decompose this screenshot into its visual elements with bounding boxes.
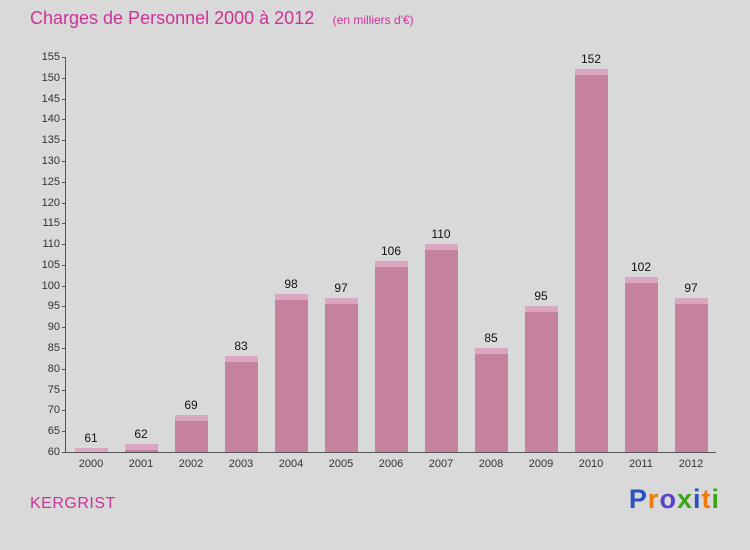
y-axis-tick-mark xyxy=(62,77,66,79)
y-axis-tick-label: 95 xyxy=(47,300,60,313)
bar-value-label: 83 xyxy=(234,339,248,354)
y-axis-tick-mark xyxy=(62,181,66,183)
x-axis-tick-label: 2009 xyxy=(528,458,554,470)
y-axis-tick-label: 80 xyxy=(47,362,60,375)
location-label: KERGRIST xyxy=(30,495,116,512)
bar-2000 xyxy=(74,447,108,452)
y-axis-tick-label: 60 xyxy=(47,446,60,458)
logo-letter: P xyxy=(628,484,648,514)
y-axis-tick-mark xyxy=(62,160,66,162)
x-axis-tick-label: 2012 xyxy=(678,458,704,470)
y-axis-tick-label: 100 xyxy=(41,279,60,292)
bar-2004 xyxy=(274,294,308,452)
x-axis-tick-label: 2010 xyxy=(578,458,604,470)
y-axis-tick-mark xyxy=(62,327,66,329)
bar-2003 xyxy=(224,356,258,452)
logo-letter: t xyxy=(701,484,712,514)
bar-chart-plot: 60 65 70 75 80 85 90 95 100 105 110 115 120 125 130 135… xyxy=(42,51,716,470)
y-axis-tick-label: 70 xyxy=(47,404,60,417)
y-axis-tick-mark xyxy=(62,348,66,350)
y-axis-tick-mark xyxy=(62,389,66,391)
bar-2008 xyxy=(474,348,508,452)
y-axis-tick-mark xyxy=(62,244,66,246)
y-axis-tick-label: 155 xyxy=(41,51,60,63)
bar-2009 xyxy=(524,306,558,452)
x-axis-tick-label: 2002 xyxy=(178,458,204,470)
logo-letter: r xyxy=(647,484,660,514)
chart-footer: KERGRIST Proxiti xyxy=(30,484,720,515)
y-axis-tick-mark xyxy=(62,306,66,308)
chart-subtitle: (en milliers d'€) xyxy=(332,13,414,27)
chart-header: Charges de Personnel 2000 à 2012 (en mil… xyxy=(30,8,414,29)
y-axis-tick-label: 115 xyxy=(42,217,60,230)
bar-2010 xyxy=(574,69,608,452)
x-axis-tick-label: 2004 xyxy=(278,458,304,470)
bar-value-label: 61 xyxy=(84,430,98,445)
bar-2001 xyxy=(124,443,158,452)
x-axis-tick-label: 2001 xyxy=(128,458,154,470)
y-axis-tick-mark xyxy=(62,431,66,433)
bar-2011 xyxy=(624,277,658,452)
bar-2002 xyxy=(174,414,208,452)
bar-value-label: 98 xyxy=(284,277,298,291)
bar-value-label: 106 xyxy=(380,243,402,258)
logo-letter: x xyxy=(676,484,693,514)
logo-letter: i xyxy=(692,484,702,514)
logo-letter: o xyxy=(659,484,677,514)
bar-value-label: 62 xyxy=(134,426,148,441)
y-axis-tick-mark xyxy=(62,140,66,142)
x-axis-tick-label: 2000 xyxy=(78,458,104,470)
bar-2006 xyxy=(374,260,408,452)
y-axis-tick-mark xyxy=(62,57,66,58)
chart-title: Charges de Personnel 2000 à 2012 xyxy=(30,8,315,28)
x-axis-tick-label: 2005 xyxy=(328,458,354,470)
y-axis-tick-mark xyxy=(62,223,66,225)
x-axis-tick-label: 2006 xyxy=(378,458,404,470)
bar-value-label: 152 xyxy=(580,52,602,67)
y-axis-tick-label: 125 xyxy=(41,175,60,188)
y-axis-tick-label: 135 xyxy=(41,134,60,147)
logo-letter: i xyxy=(711,484,720,514)
bar-value-label: 95 xyxy=(534,289,548,304)
bar-2005 xyxy=(324,298,358,452)
y-axis-tick-mark xyxy=(62,368,66,370)
bar-2012 xyxy=(674,298,708,452)
y-axis-tick-label: 140 xyxy=(41,113,60,126)
y-axis-tick-label: 120 xyxy=(41,196,60,209)
y-axis-tick-label: 90 xyxy=(47,321,60,334)
y-axis-tick-mark xyxy=(62,285,66,287)
bar-value-label: 97 xyxy=(684,281,698,296)
y-axis-tick-mark xyxy=(62,452,66,453)
y-axis-tick-label: 105 xyxy=(41,258,60,271)
bar-value-label: 69 xyxy=(184,397,198,412)
y-axis-tick-label: 150 xyxy=(41,71,60,84)
x-axis-tick-label: 2007 xyxy=(428,458,454,470)
bar-value-label: 85 xyxy=(484,331,498,346)
y-axis-tick-mark xyxy=(62,98,66,100)
bar-value-label: 110 xyxy=(431,227,451,242)
y-axis-tick-label: 110 xyxy=(42,238,60,251)
y-axis-tick-label: 65 xyxy=(47,425,60,438)
y-axis-tick-mark xyxy=(62,119,66,121)
y-axis-tick-label: 130 xyxy=(41,154,60,167)
x-axis-tick-label: 2003 xyxy=(228,458,254,470)
proxiti-logo: Proxiti xyxy=(629,484,720,515)
y-axis-tick-mark xyxy=(62,410,66,412)
bar-2007 xyxy=(424,244,458,452)
y-axis-tick-label: 85 xyxy=(47,342,60,355)
y-axis-tick-label: 75 xyxy=(47,383,60,396)
x-axis-tick-label: 2008 xyxy=(478,458,504,470)
x-axis-tick-label: 2011 xyxy=(629,458,653,470)
y-axis-tick-mark xyxy=(62,202,66,204)
y-axis-tick-mark xyxy=(62,264,66,266)
bar-value-label: 97 xyxy=(334,281,348,296)
y-axis-tick-label: 145 xyxy=(41,92,60,105)
bar-value-label: 102 xyxy=(630,260,652,275)
